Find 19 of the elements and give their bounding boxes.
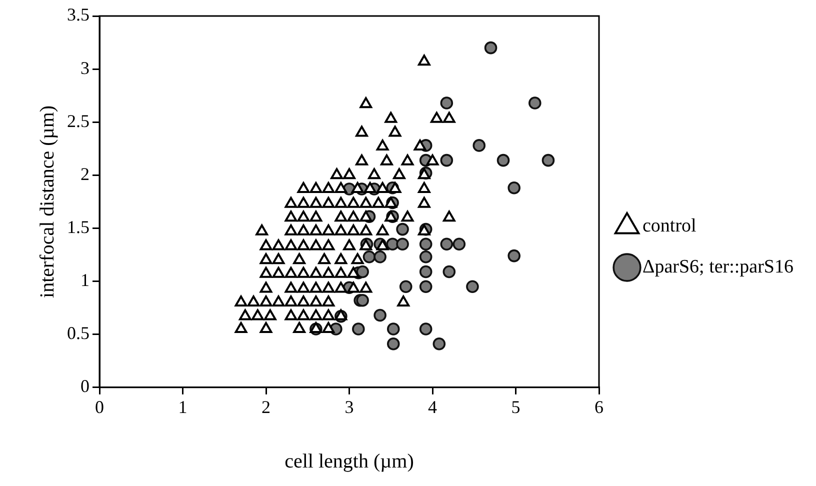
y-tick-label: 2.5 xyxy=(67,110,90,131)
x-axis-title: cell length (µm) xyxy=(284,450,414,472)
legend-label: control xyxy=(642,215,696,236)
x-tick-label: 1 xyxy=(178,396,188,417)
y-tick-label: 0.5 xyxy=(67,323,90,344)
y-tick-label: 2 xyxy=(80,164,90,184)
y-tick-label: 3.5 xyxy=(67,4,90,25)
x-tick-label: 3 xyxy=(344,396,354,417)
x-tick-label: 2 xyxy=(262,396,270,417)
x-tick-label: 5 xyxy=(511,396,520,417)
y-axis-title: interfocal distance (µm) xyxy=(36,105,58,298)
y-tick-label: 1 xyxy=(80,270,90,290)
x-tick-label: 0 xyxy=(95,396,104,417)
legend-label: ΔparS6; ter::parS16 xyxy=(642,256,794,278)
y-tick-label: 3 xyxy=(80,58,90,78)
y-tick-label: 1.5 xyxy=(67,216,90,237)
x-tick-label: 4 xyxy=(428,396,437,417)
x-tick-label: 6 xyxy=(594,396,604,417)
y-tick-label: 0 xyxy=(80,376,90,396)
